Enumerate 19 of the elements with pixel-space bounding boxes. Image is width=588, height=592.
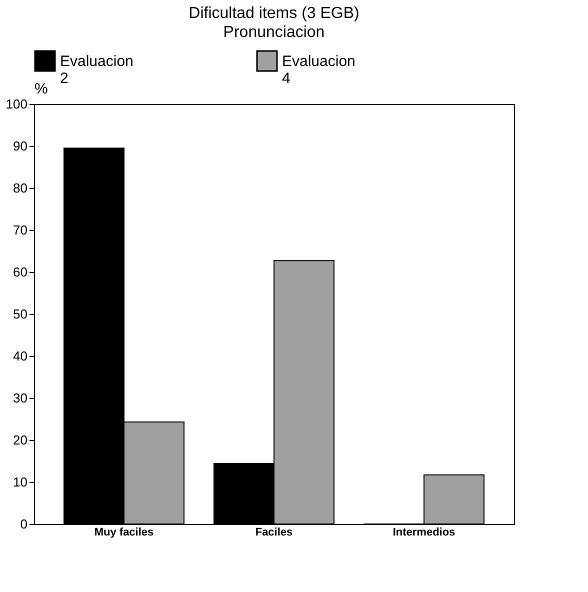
legend-label: Evaluacion 2 [60,53,134,87]
y-tick-label: 60 [13,264,28,280]
y-tick-label: 20 [13,432,28,448]
x-tick-label: Muy faciles [94,526,154,538]
y-tick-label: 30 [13,390,28,406]
y-tick-label: 50 [13,306,28,322]
y-tick-label: 0 [20,516,28,532]
y-tick-label: 80 [13,180,28,196]
y-tick-label: 100 [6,96,28,112]
y-tick-label: 90 [13,138,28,154]
y-axis-title: % [34,80,48,98]
chart-subtitle: Pronunciacion [223,24,325,41]
chart-title: Dificultad items (3 EGB) [188,5,360,22]
legend-label: Evaluacion 4 [282,53,356,87]
x-tick-label: Faciles [255,526,293,538]
y-tick-label: 10 [13,474,28,490]
y-tick-label: 70 [13,222,28,238]
y-tick-label: 40 [13,348,28,364]
x-tick-label: Intermedios [392,526,456,538]
